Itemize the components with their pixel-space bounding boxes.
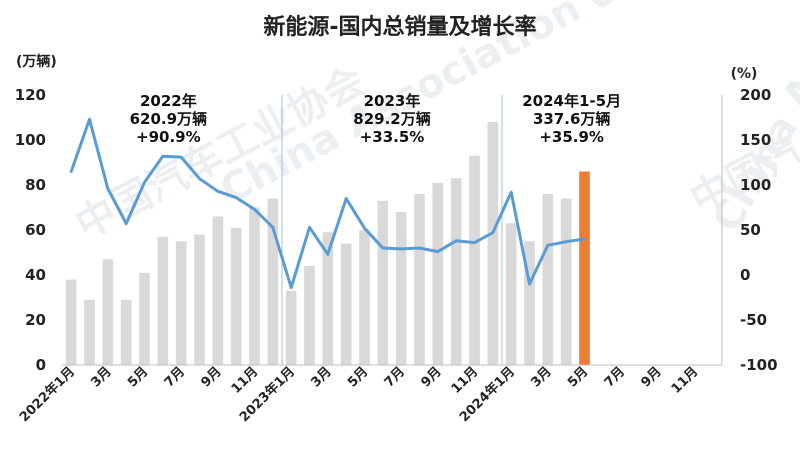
period-annotation: +35.9% xyxy=(539,128,604,146)
x-tick-label: 3月 xyxy=(88,364,114,390)
bar xyxy=(451,178,462,365)
period-annotation: 2022年 xyxy=(140,92,197,110)
bar xyxy=(414,194,425,365)
x-tick-label: 11月 xyxy=(449,364,482,397)
x-tick-label: 3月 xyxy=(308,364,334,390)
bar xyxy=(139,273,150,365)
x-tick-label: 11月 xyxy=(669,364,702,397)
bar xyxy=(561,199,572,366)
x-tick-label: 7月 xyxy=(162,364,188,390)
bar xyxy=(194,235,205,366)
x-tick-label: 2022年1月 xyxy=(16,364,78,426)
x-tick-label: 9月 xyxy=(198,364,224,390)
bar xyxy=(213,217,224,366)
left-y-tick-label: 40 xyxy=(25,266,46,284)
bar xyxy=(341,244,352,366)
left-y-tick-label: 100 xyxy=(15,131,46,149)
period-annotation: +33.5% xyxy=(360,128,425,146)
bar xyxy=(249,208,260,366)
bar xyxy=(396,212,407,365)
bar xyxy=(103,259,114,365)
bar xyxy=(176,241,187,365)
x-tick-label: 3月 xyxy=(528,364,554,390)
bar xyxy=(286,291,297,365)
x-tick-label: 5月 xyxy=(125,364,151,390)
right-y-tick-label: 100 xyxy=(740,176,771,194)
right-y-tick-label: 0 xyxy=(740,266,750,284)
left-y-tick-label: 60 xyxy=(25,221,46,239)
right-y-tick-label: -50 xyxy=(740,311,767,329)
bar-highlight xyxy=(579,172,590,366)
bar xyxy=(231,228,242,365)
x-tick-label: 9月 xyxy=(638,364,664,390)
right-axis-unit: (%) xyxy=(731,66,758,82)
bar xyxy=(543,194,554,365)
x-tick-label: 7月 xyxy=(382,364,408,390)
x-tick-label: 11月 xyxy=(229,364,262,397)
left-y-tick-label: 120 xyxy=(15,86,46,104)
period-annotation: 2023年 xyxy=(364,92,421,110)
x-tick-label: 5月 xyxy=(565,364,591,390)
x-tick-label: 9月 xyxy=(418,364,444,390)
right-y-tick-label: 150 xyxy=(740,131,771,149)
right-y-tick-label: -100 xyxy=(740,356,778,374)
bar xyxy=(378,201,389,365)
left-y-tick-label: 80 xyxy=(25,176,46,194)
period-annotation: 337.6万辆 xyxy=(533,110,610,128)
period-annotation: 2024年1-5月 xyxy=(522,92,621,110)
period-annotation: 620.9万辆 xyxy=(130,110,207,128)
x-tick-label: 7月 xyxy=(602,364,628,390)
bar xyxy=(488,122,499,365)
left-axis-unit: (万辆) xyxy=(16,53,57,70)
period-annotation: 829.2万辆 xyxy=(353,110,430,128)
right-y-tick-label: 50 xyxy=(740,221,761,239)
bar xyxy=(304,266,315,365)
bar xyxy=(121,300,132,365)
bar xyxy=(469,156,480,365)
left-y-tick-label: 0 xyxy=(36,356,46,374)
bar xyxy=(84,300,95,365)
bar xyxy=(506,223,517,365)
x-tick-label: 5月 xyxy=(345,364,371,390)
bar xyxy=(359,230,370,365)
bar xyxy=(158,237,169,365)
left-y-tick-label: 20 xyxy=(25,311,46,329)
bar xyxy=(433,183,444,365)
period-annotation: +90.9% xyxy=(136,128,201,146)
bar xyxy=(66,280,77,366)
right-y-tick-label: 200 xyxy=(740,86,771,104)
chart-title: 新能源-国内总销量及增长率 xyxy=(263,14,536,40)
